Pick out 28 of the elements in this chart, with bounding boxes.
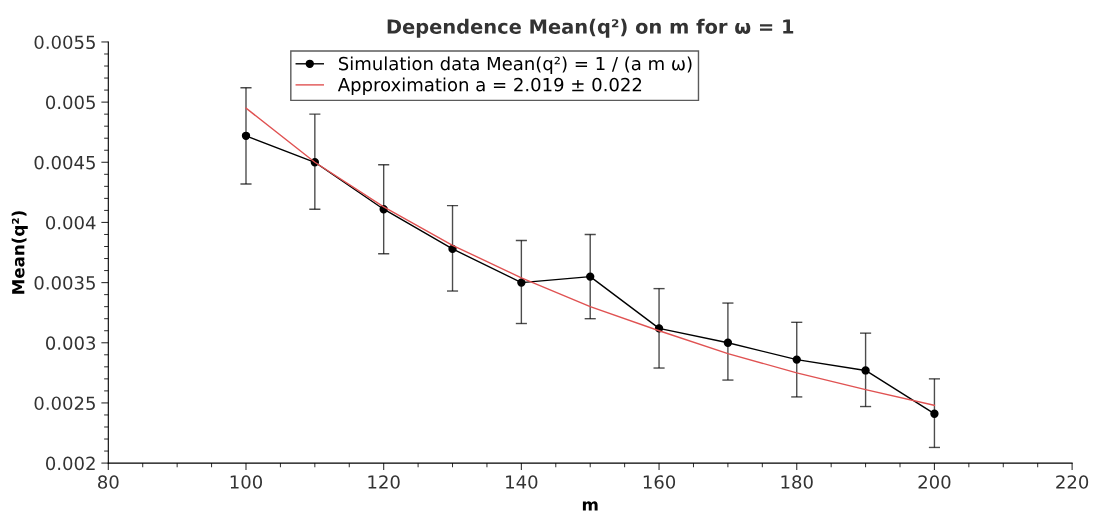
point xyxy=(517,278,526,287)
point xyxy=(723,338,733,347)
point xyxy=(792,355,801,364)
x-tick-label: 120 xyxy=(368,475,400,489)
x-tick-label: 180 xyxy=(781,475,813,489)
point xyxy=(586,272,595,281)
y-tick-label: 0.0045 xyxy=(34,155,95,170)
y-tick-label: 0.0055 xyxy=(34,35,95,50)
x-tick-label: 80 xyxy=(98,475,119,489)
x-tick-label: 220 xyxy=(1056,475,1089,489)
y-tick-label: 0.0035 xyxy=(34,276,95,290)
chart-title: Dependence Mean(q²) on m for ω = 1 xyxy=(387,18,794,38)
y-tick-label: 0.005 xyxy=(46,95,95,110)
y-tick-label: 0.0025 xyxy=(34,396,95,411)
point xyxy=(241,131,251,140)
point xyxy=(930,409,939,418)
y-tick-label: 0.002 xyxy=(46,456,95,471)
point xyxy=(861,366,870,375)
y-tick-label: 0.003 xyxy=(46,336,96,350)
legend-label: Simulation data Mean(q²) = 1 / (a m ω) xyxy=(338,56,692,74)
y-tick-label: 0.004 xyxy=(46,215,96,230)
x-tick-label: 100 xyxy=(230,475,263,489)
legend-label: Approximation a = 2.019 ± 0.022 xyxy=(337,77,642,95)
y-axis-title: Mean(q²) xyxy=(11,211,28,294)
x-axis-title: m xyxy=(582,501,598,511)
x-tick-label: 160 xyxy=(643,475,676,489)
x-tick-label: 200 xyxy=(918,475,951,489)
x-tick-label: 140 xyxy=(506,475,538,489)
